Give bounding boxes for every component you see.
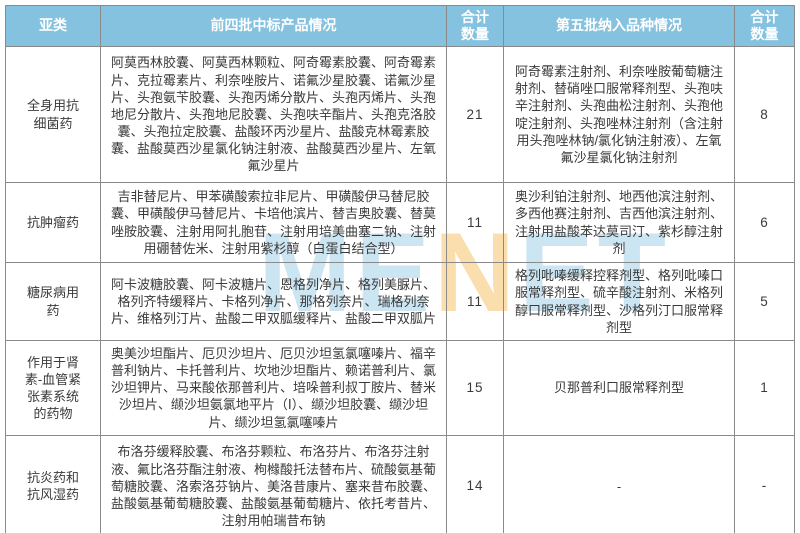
batch4-products-cell: 吉非替尼片、甲苯磺酸索拉非尼片、甲磺酸伊马替尼胶囊、甲磺酸伊马替尼片、卡培他滨片…	[100, 182, 447, 263]
batch5-count-cell: 6	[734, 182, 795, 263]
table-row: 作用于肾素-血管紧张素系统的药物 奥美沙坦酯片、厄贝沙坦片、厄贝沙坦氢氯噻嗪片、…	[5, 340, 795, 436]
subclass-cell: 抗炎药和抗风湿药	[5, 434, 101, 533]
batch4-products-cell: 布洛芬缓释胶囊、布洛芬颗粒、布洛芬片、布洛芬注射液、氟比洛芬酯注射液、枸橼酸托法…	[100, 434, 447, 533]
batch4-count-cell: 14	[446, 434, 504, 533]
batch4-products-cell: 奥美沙坦酯片、厄贝沙坦片、厄贝沙坦氢氯噻嗪片、福辛普利钠片、卡托普利片、坎地沙坦…	[100, 340, 447, 436]
batch5-count-cell: 1	[734, 340, 795, 436]
batch4-count-cell: 11	[446, 182, 504, 263]
subclass-cell: 抗肿瘤药	[5, 182, 101, 263]
batch4-count-cell: 11	[446, 262, 504, 341]
table-header-row: 亚类 前四批中标产品情况 合计数量 第五批纳入品种情况 合计数量	[5, 5, 795, 47]
batch5-products-cell: 奥沙利铂注射剂、地西他滨注射剂、多西他赛注射剂、吉西他滨注射剂、注射用盐酸苯达莫…	[503, 182, 735, 263]
batch4-count-cell: 21	[446, 46, 504, 183]
batch5-products-cell: 格列吡嗪缓释控释剂型、格列吡嗪口服常释剂型、硫辛酸注射剂、米格列醇口服常释剂型、…	[503, 262, 735, 341]
batch5-products-cell: -	[503, 434, 735, 533]
table-row: 糖尿病用药 阿卡波糖胶囊、阿卡波糖片、恩格列净片、格列美脲片、格列齐特缓释片、卡…	[5, 262, 795, 341]
batch4-products-cell: 阿卡波糖胶囊、阿卡波糖片、恩格列净片、格列美脲片、格列齐特缓释片、卡格列净片、那…	[100, 262, 447, 341]
header-batch4-products: 前四批中标产品情况	[100, 5, 447, 47]
subclass-cell: 作用于肾素-血管紧张素系统的药物	[5, 340, 101, 436]
header-batch4-total-label: 合计数量	[461, 8, 489, 43]
batch5-count-cell: 5	[734, 262, 795, 341]
batch5-products-cell: 阿奇霉素注射剂、利奈唑胺葡萄糖注射剂、替硝唑口服常释剂型、头孢呋辛注射剂、头孢曲…	[503, 46, 735, 183]
batch4-count-cell: 15	[446, 340, 504, 436]
header-subclass: 亚类	[5, 5, 101, 47]
table-row: 抗炎药和抗风湿药 布洛芬缓释胶囊、布洛芬颗粒、布洛芬片、布洛芬注射液、氟比洛芬酯…	[5, 434, 795, 533]
batch5-products-cell: 贝那普利口服常释剂型	[503, 340, 735, 436]
header-batch5-total-label: 合计数量	[750, 8, 779, 43]
table-row: 抗肿瘤药 吉非替尼片、甲苯磺酸索拉非尼片、甲磺酸伊马替尼胶囊、甲磺酸伊马替尼片、…	[5, 182, 795, 263]
header-batch5-total: 合计数量	[734, 5, 795, 47]
table-row: 全身用抗细菌药 阿莫西林胶囊、阿莫西林颗粒、阿奇霉素胶囊、阿奇霉素片、克拉霉素片…	[5, 46, 795, 183]
header-batch4-total: 合计数量	[446, 5, 504, 47]
subclass-cell: 全身用抗细菌药	[5, 46, 101, 183]
batch5-count-cell: -	[734, 434, 795, 533]
batch4-products-cell: 阿莫西林胶囊、阿莫西林颗粒、阿奇霉素胶囊、阿奇霉素片、克拉霉素片、利奈唑胺片、诺…	[100, 46, 447, 183]
subclass-cell: 糖尿病用药	[5, 262, 101, 341]
drug-procurement-table: 亚类 前四批中标产品情况 合计数量 第五批纳入品种情况 合计数量 全身用抗细菌药…	[5, 5, 795, 533]
header-batch5-products: 第五批纳入品种情况	[503, 5, 735, 47]
batch5-count-cell: 8	[734, 46, 795, 183]
